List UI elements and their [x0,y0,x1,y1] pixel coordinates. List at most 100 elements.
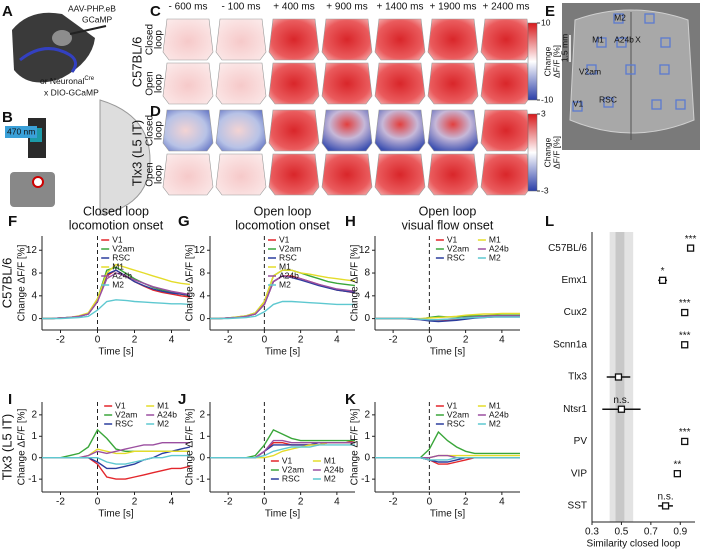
legend-label: V1 [112,234,123,244]
category-label: Tlx3 [568,372,587,383]
x-tick-label: 2 [132,335,138,346]
significance: * [661,266,665,277]
area-label: V2am [579,66,601,76]
category-label: VIP [571,468,587,479]
x-tick-label: 0 [95,335,101,346]
area-roi [659,64,670,75]
y-tick-label: -1 [28,474,37,485]
heatmap-frame [427,153,479,196]
panel-label: K [345,391,356,408]
x-tick-label: -2 [224,497,233,508]
x-tick-label: 4 [334,335,340,346]
dot [686,244,695,252]
dot [661,502,670,510]
x-tick-label: -2 [389,497,398,508]
x-tick-label: 0.9 [673,527,687,538]
heatmap-frame [427,109,479,152]
y-tick-label: 2 [199,409,205,420]
colorbar-label: Change [542,137,552,167]
condition-label: loop [154,121,165,140]
x-axis-label: Time [s] [265,509,300,520]
x-tick-label: 0 [262,497,268,508]
legend-label: M2 [279,279,291,289]
y-tick-label: 8 [199,268,205,279]
alt-1: or Neuronal [40,76,85,86]
area-roi [625,64,636,75]
series-line [42,299,191,320]
time-label: + 2400 ms [483,2,530,13]
chart-title: Open loop [419,204,477,218]
x-tick-label: 0 [262,335,268,346]
area-roi [644,13,655,24]
panel-label: B [2,109,13,126]
legend-label: M1 [279,261,291,271]
condition-label: Closed [145,115,156,146]
colorbar-label: Change [542,46,552,76]
y-tick-label: 1 [31,431,37,442]
heatmap-frame [321,109,373,152]
alt-3: x DIO-GCaMP [44,87,99,97]
dot [681,437,689,446]
significance: n.s. [613,395,629,406]
virus-line1: AAV-PHP.eB [68,3,116,13]
condition-label: loop [154,74,165,93]
chart-title: visual flow onset [402,218,494,232]
significance: n.s. [658,492,674,503]
heatmap-frame [321,18,373,61]
x-tick-label: 0 [95,497,101,508]
series-line [375,457,520,465]
area-label: M2 [614,12,626,22]
condition-label: loop [154,165,165,184]
y-tick-label: 8 [31,268,37,279]
x-tick-label: 4 [334,497,340,508]
virus-line2: GCaMP [82,14,113,24]
y-axis-label: Change ΔF/F [%] [17,244,28,321]
heatmap-frame [268,62,320,105]
x-tick-label: -2 [56,497,65,508]
y-tick-label: 12 [359,245,371,256]
significance: ** [673,459,681,470]
area-label: RSC [599,94,617,104]
x-tick-label: 2 [463,335,469,346]
legend-label: M1 [489,400,501,410]
colorbar [527,22,538,101]
heatmap-frame [427,18,479,61]
heatmap-frame [480,153,532,196]
legend-label: RSC [112,252,130,262]
panel-label: L [545,213,554,230]
significance: *** [679,330,691,341]
legend-label: A24b [489,409,509,419]
dot [673,470,681,478]
y-tick-label: 1 [199,431,205,442]
legend-label: M2 [489,252,501,262]
heatmap-frame [215,109,267,152]
series-line [375,430,520,459]
y-tick-label: 4 [31,290,37,301]
series-line [210,429,355,459]
x-axis-label: Time [s] [98,509,133,520]
time-label: - 100 ms [222,2,261,13]
series-line [375,457,520,461]
dot [614,373,623,381]
legend-label: V1 [447,400,458,410]
x-axis-label: Time [s] [430,347,465,358]
wavelength: 470 nm [7,126,35,136]
y-tick-label: 0 [31,313,37,324]
heatmap-frame [427,62,479,105]
heatmap-frame [374,62,426,105]
series-line [42,442,190,459]
heatmap-frame [162,18,214,61]
colorbar [527,113,538,192]
condition-label: Closed [145,24,156,55]
heatmap-frame [162,109,214,152]
x-axis-label: Similarity closed loop [587,539,681,550]
chart-title: locomotion onset [69,218,164,232]
x-tick-label: 4 [169,497,175,508]
strain-label: C57BL/6 [129,37,144,88]
heatmap-frame [162,62,214,105]
legend-label: RSC [282,473,300,483]
dot [658,276,667,284]
y-axis-label: Change ΔF/F [%] [185,408,196,485]
legend-label: M2 [489,418,501,428]
